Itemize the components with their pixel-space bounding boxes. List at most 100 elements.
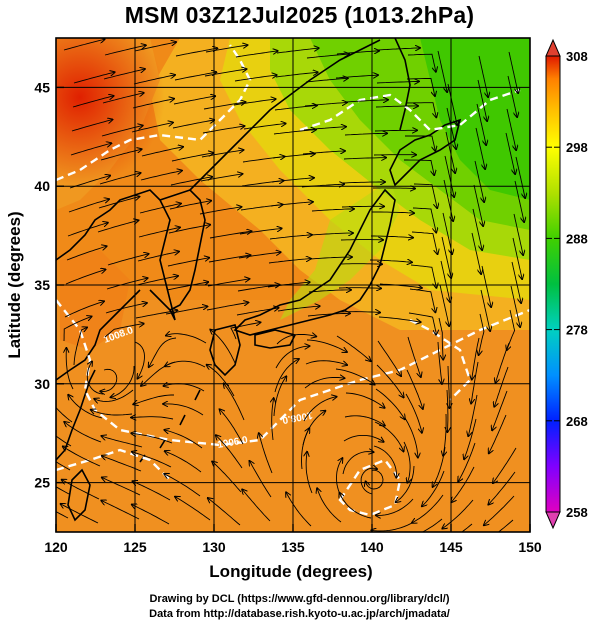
streamline <box>137 252 179 262</box>
streamline <box>72 96 114 108</box>
streamline <box>250 461 272 498</box>
streamline <box>201 150 243 158</box>
y-tick-label: 35 <box>34 277 50 293</box>
streamline <box>309 257 352 259</box>
streamline <box>73 72 115 84</box>
colorbar-tick-label: 288 <box>566 231 588 246</box>
streamline <box>174 72 216 81</box>
streamline <box>132 505 170 525</box>
streamline <box>372 212 414 213</box>
streamline <box>405 393 422 433</box>
streamline <box>366 469 384 490</box>
streamline <box>475 127 485 169</box>
streamline <box>56 486 70 495</box>
x-tick-label: 130 <box>202 539 226 555</box>
streamline <box>170 177 212 186</box>
streamline <box>407 336 421 377</box>
streamline <box>304 103 347 107</box>
streamline <box>471 232 481 274</box>
streamline <box>310 233 353 235</box>
streamline <box>510 285 520 327</box>
streamline <box>410 264 436 288</box>
streamline <box>307 313 350 317</box>
colorbar-tick-label: 308 <box>566 49 588 64</box>
streamline <box>276 334 316 345</box>
streamline <box>134 341 145 379</box>
streamline <box>303 397 337 422</box>
y-axis-label: Latitude (degrees) <box>5 211 24 358</box>
streamline <box>166 334 207 344</box>
streamline <box>166 282 208 291</box>
streamline <box>411 231 438 254</box>
streamline <box>202 126 244 134</box>
streamline <box>405 135 435 151</box>
streamline <box>343 434 384 441</box>
streamline <box>374 130 417 131</box>
streamline <box>207 365 235 397</box>
streamline <box>131 123 173 133</box>
streamline <box>238 252 281 259</box>
streamline <box>68 199 109 213</box>
streamline <box>376 364 404 397</box>
streamline <box>468 394 478 436</box>
streamline <box>338 288 381 289</box>
streamline <box>376 498 414 515</box>
streamline <box>210 330 236 364</box>
page-title: MSM 03Z12Jul2025 (1013.2hPa) <box>124 2 475 28</box>
streamline <box>63 317 92 342</box>
streamline <box>413 183 437 208</box>
streamline <box>511 261 521 303</box>
y-tick-label: 25 <box>34 475 50 491</box>
streamline <box>412 494 444 523</box>
streamline <box>91 410 133 416</box>
streamline <box>371 522 413 531</box>
colorbar-tick-label: 258 <box>566 505 588 520</box>
streamline <box>272 154 315 159</box>
streamline <box>242 490 271 522</box>
streamline <box>164 430 203 449</box>
streamline <box>61 504 99 524</box>
streamline <box>344 133 387 135</box>
colorbar-tick-label: 298 <box>566 140 588 155</box>
isobar-label: 1006.0 <box>217 435 249 451</box>
streamline <box>340 493 372 519</box>
streamline <box>243 124 286 130</box>
streamline <box>268 259 311 264</box>
streamline <box>135 310 177 319</box>
streamline <box>305 360 347 365</box>
streamline <box>306 452 313 494</box>
y-axis: 25 30 35 40 45 <box>34 79 64 491</box>
streamline <box>373 188 415 189</box>
streamline <box>63 447 101 467</box>
streamline <box>496 342 510 383</box>
streamline <box>66 246 107 261</box>
streamline <box>442 499 474 529</box>
streamline <box>439 284 449 326</box>
streamline <box>407 53 436 71</box>
streamline <box>165 360 206 368</box>
streamline <box>443 413 446 456</box>
streamline <box>208 255 250 263</box>
streamline <box>105 303 147 314</box>
colorbar-min-arrow <box>545 511 561 530</box>
streamline <box>406 77 435 96</box>
streamline <box>360 468 377 495</box>
streamline <box>377 340 401 376</box>
streamline <box>377 48 420 50</box>
streamline <box>515 156 525 198</box>
x-tick-label: 140 <box>360 539 384 555</box>
streamline <box>276 48 319 54</box>
streamline <box>172 120 214 129</box>
streamline <box>378 316 421 322</box>
streamline <box>441 236 451 278</box>
streamline <box>104 45 146 56</box>
streamline <box>339 264 382 265</box>
streamline <box>404 159 434 175</box>
streamline <box>216 435 243 469</box>
streamline <box>203 102 245 110</box>
streamline <box>67 223 108 237</box>
streamline <box>86 362 104 395</box>
streamline <box>259 433 273 474</box>
streamline <box>438 317 443 360</box>
streamline <box>209 231 251 239</box>
